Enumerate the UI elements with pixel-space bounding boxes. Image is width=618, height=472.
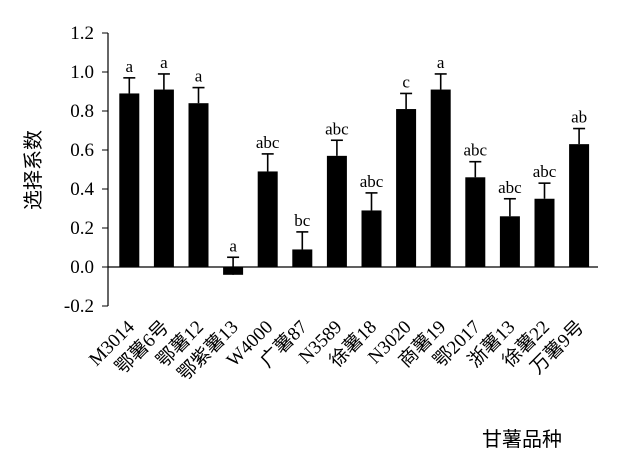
bar bbox=[257, 171, 278, 267]
bars bbox=[119, 89, 590, 275]
bar bbox=[188, 103, 209, 267]
significance-label: abc bbox=[498, 178, 522, 197]
y-tick-label: 0.6 bbox=[70, 140, 94, 161]
significance-label: c bbox=[402, 72, 410, 91]
bar bbox=[569, 144, 590, 267]
significance-label: a bbox=[437, 53, 445, 72]
error-bars bbox=[123, 73, 586, 275]
y-tick-label: 0.8 bbox=[70, 101, 94, 122]
significance-label: abc bbox=[360, 172, 384, 191]
significance-label: abc bbox=[256, 133, 280, 152]
y-axis-title: 选择系数 bbox=[22, 130, 45, 210]
significance-label: abc bbox=[533, 162, 557, 181]
y-tick-label: 0.2 bbox=[70, 218, 94, 239]
y-tick-label: -0.2 bbox=[64, 296, 94, 317]
bar bbox=[534, 198, 555, 267]
y-axis-ticks: 1.2 1.0 0.8 0.6 0.4 0.2 0.0 -0.2 bbox=[64, 23, 108, 317]
significance-label: a bbox=[229, 236, 237, 255]
bar bbox=[326, 155, 347, 267]
y-tick-label: 1.0 bbox=[70, 62, 94, 83]
significance-label: a bbox=[160, 53, 168, 72]
bar bbox=[119, 93, 140, 267]
significance-label: a bbox=[126, 57, 134, 76]
y-tick-label: 0.4 bbox=[70, 179, 94, 200]
significance-label: bc bbox=[294, 211, 311, 230]
bar bbox=[396, 109, 417, 267]
significance-label: abc bbox=[325, 119, 349, 138]
bar bbox=[361, 210, 382, 267]
bar bbox=[292, 249, 313, 267]
bar bbox=[430, 89, 451, 267]
bar bbox=[465, 177, 486, 267]
y-tick-label: 1.2 bbox=[70, 23, 94, 44]
x-axis-title: 甘薯品种 bbox=[482, 428, 562, 451]
bar bbox=[153, 89, 174, 267]
significance-label: a bbox=[195, 67, 203, 86]
significance-label: abc bbox=[464, 141, 488, 160]
significance-label: ab bbox=[571, 108, 587, 127]
bar bbox=[499, 216, 520, 267]
y-tick-label: 0.0 bbox=[70, 257, 94, 278]
category-labels: M3014鄂薯6号鄂薯12鄂紫薯13W4000广薯87N3589徐薯18N302… bbox=[85, 316, 588, 385]
